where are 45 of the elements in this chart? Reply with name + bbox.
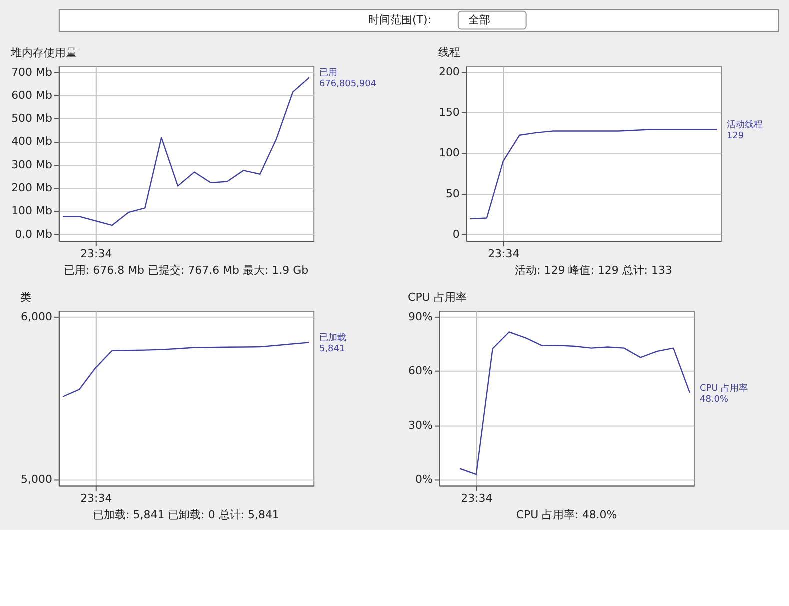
chart-title: 堆内存使用量 (10, 46, 78, 60)
y-tick-label: 400 Mb (12, 135, 52, 148)
text: 676,805,904 (319, 80, 377, 90)
y-tick-label: 300 Mb (12, 158, 52, 172)
y-tick-label: 6,000 (21, 310, 52, 324)
x-tick-label: 23:34 (80, 492, 112, 506)
x-tick-label: 23:34 (461, 492, 493, 506)
x-tick-label: 23:34 (488, 248, 520, 261)
line-series (459, 332, 691, 476)
y-tick-label: 600 Mb (12, 88, 52, 102)
y-tick-label: 5,000 (21, 473, 52, 486)
x-tick-label: 23:34 (80, 248, 112, 261)
text: 已用: 676.8 Mb 已提交: 767.6 Mb 最大: 1.9 Gb (64, 264, 309, 277)
y-tick-label: 150 (438, 106, 460, 120)
y-tick-label: 200 Mb (12, 182, 52, 195)
data-label: 48.0% (700, 394, 729, 405)
line-series (62, 77, 310, 226)
chart-title: 类 (20, 290, 32, 304)
series-label: 已加载 (319, 332, 346, 344)
chart-title: 线程 (438, 46, 460, 59)
y-tick-label: 500 Mb (12, 112, 52, 126)
text: CPU 占用率: 48.0% (516, 508, 618, 522)
y-tick-label: 100 Mb (12, 204, 52, 218)
y-tick-label: 200 (438, 65, 460, 78)
line-series (62, 342, 310, 398)
series-label: 活动线程 (726, 120, 763, 131)
y-tick-label: 700 Mb (12, 66, 52, 79)
text: 时间范围(T): (368, 13, 432, 26)
y-tick-label: 0 (452, 228, 460, 242)
series-label: 已用 (319, 68, 338, 79)
text: 全部 (468, 13, 490, 26)
line-series (470, 129, 718, 220)
y-tick-label: 100 (438, 146, 460, 160)
y-tick-label: 60% (408, 364, 433, 378)
y-tick-label: 30% (408, 418, 433, 432)
y-tick-label: 0.0 Mb (15, 228, 52, 241)
y-tick-label: 90% (408, 310, 433, 324)
series-label: CPU 占用率 (700, 382, 748, 394)
y-tick-label: 50 (446, 187, 460, 200)
text: 已加载: 5,841 已卸载: 0 总计: 5,841 (93, 508, 280, 522)
y-tick-label: 0% (416, 473, 433, 486)
data-label: 5,841 (319, 344, 346, 355)
data-label: 129 (726, 132, 744, 142)
text: 活动: 129 峰值: 129 总计: 133 (515, 264, 672, 277)
chart-title: CPU 占用率 (408, 290, 467, 304)
